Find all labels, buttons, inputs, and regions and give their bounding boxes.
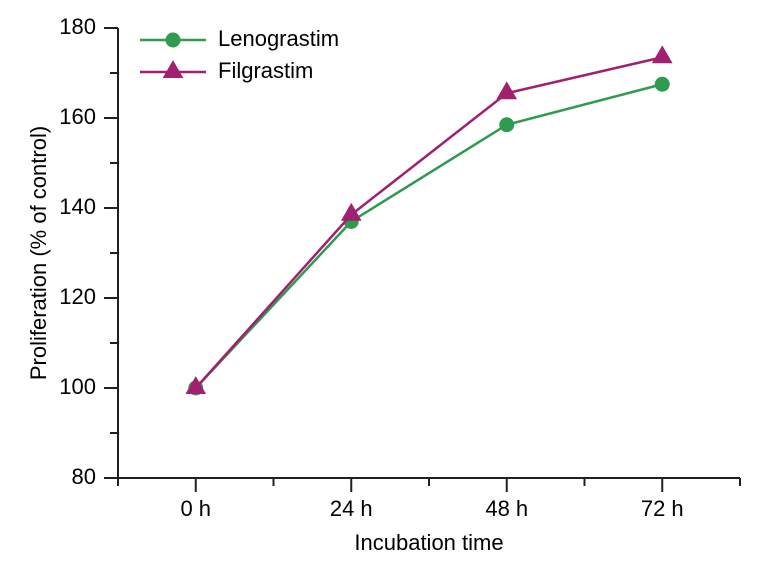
marker-circle xyxy=(500,118,514,132)
y-tick-label: 120 xyxy=(59,284,96,309)
legend-label: Lenograstim xyxy=(218,26,339,51)
x-axis-label: Incubation time xyxy=(354,530,503,555)
y-tick-label: 180 xyxy=(59,14,96,39)
y-tick-label: 80 xyxy=(72,464,96,489)
y-tick-label: 140 xyxy=(59,194,96,219)
x-tick-label: 72 h xyxy=(641,496,684,521)
y-axis-label: Proliferation (% of control) xyxy=(26,126,51,380)
x-tick-label: 24 h xyxy=(330,496,373,521)
legend-label: Filgrastim xyxy=(218,58,313,83)
marker-circle xyxy=(655,77,669,91)
y-tick-label: 100 xyxy=(59,374,96,399)
chart-container: 80 100 120 140 160 180 0 h 24 h 48 h 72 h Incubati… xyxy=(0,0,780,566)
line-chart: 80 100 120 140 160 180 0 h 24 h 48 h 72 h Incubati… xyxy=(0,0,780,566)
y-tick-label: 160 xyxy=(59,104,96,129)
legend-marker xyxy=(166,33,180,47)
x-tick-label: 0 h xyxy=(180,496,211,521)
x-tick-label: 48 h xyxy=(485,496,528,521)
